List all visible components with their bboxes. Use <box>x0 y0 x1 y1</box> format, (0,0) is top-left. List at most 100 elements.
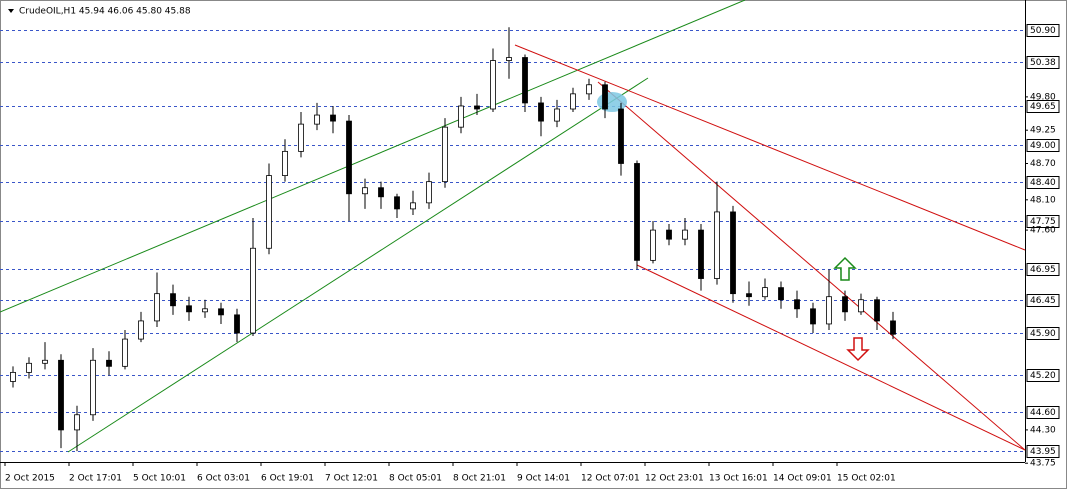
candle-body <box>234 314 240 334</box>
candle-body <box>154 293 160 322</box>
x-tick-label: 13 Oct 16:01 <box>709 474 768 484</box>
menu-arrow <box>8 9 14 13</box>
candle-body <box>762 287 768 298</box>
candle-body <box>730 211 736 295</box>
level-box <box>1026 406 1060 419</box>
x-tick-label: 15 Oct 02:01 <box>837 474 896 484</box>
x-tick-label: 2 Oct 2015 <box>5 474 55 484</box>
x-tick-label: 14 Oct 09:01 <box>773 474 832 484</box>
candle-body <box>282 150 288 176</box>
candle-body <box>378 187 384 198</box>
candle-body <box>90 359 96 416</box>
y-tick-label: 45.90 <box>1030 329 1056 339</box>
candle-body <box>298 123 304 152</box>
y-tick-label: 50.38 <box>1030 58 1056 68</box>
candle-body <box>650 229 656 261</box>
candle-body <box>570 93 576 110</box>
y-tick-label: 50.90 <box>1030 26 1056 36</box>
candle-body <box>410 202 416 210</box>
candle-body <box>346 120 352 195</box>
candle-body <box>10 371 16 382</box>
candle-body <box>746 293 752 298</box>
candle-body <box>426 181 432 204</box>
level-box <box>1026 263 1060 276</box>
candle-body <box>666 229 672 240</box>
candle-body <box>586 84 592 95</box>
candle-body <box>74 414 80 431</box>
candle-body <box>618 108 624 164</box>
y-tick-label: 49.65 <box>1030 102 1056 112</box>
candle-body <box>506 57 512 61</box>
candle-body <box>250 247 256 334</box>
y-tick-label: 43.95 <box>1030 447 1056 457</box>
candle-body <box>698 229 704 279</box>
y-tick-label: 44.60 <box>1030 408 1056 418</box>
candle-body <box>554 108 560 122</box>
arrow-up <box>833 256 857 281</box>
candle-body <box>394 196 400 210</box>
y-tick-label: 44.30 <box>1030 425 1056 435</box>
level-box <box>1026 139 1060 152</box>
y-tick-label: 43.75 <box>1030 459 1056 469</box>
candle-body <box>602 84 608 110</box>
y-tick-label: 48.10 <box>1030 195 1056 205</box>
level-box <box>1026 294 1060 307</box>
candle-body <box>810 308 816 325</box>
candle-body <box>218 308 224 316</box>
candle-body <box>490 60 496 110</box>
candle-body <box>202 308 208 313</box>
level-box <box>1026 215 1060 228</box>
x-tick-label: 12 Oct 23:01 <box>645 474 704 484</box>
y-tick-label: 47.60 <box>1030 226 1056 236</box>
candle-body <box>314 114 320 125</box>
level-box <box>1026 369 1060 382</box>
candle-body <box>266 175 272 249</box>
candle-body <box>794 299 800 310</box>
level-box <box>1026 445 1060 458</box>
candles <box>10 27 896 452</box>
y-tick-label: 47.75 <box>1030 217 1056 227</box>
x-tick-label: 8 Oct 21:01 <box>453 474 506 484</box>
candle-body <box>362 187 368 195</box>
candle-body <box>842 296 848 313</box>
candle-body <box>42 359 48 364</box>
candle-body <box>170 293 176 307</box>
channel-upper <box>0 0 746 313</box>
y-tick-label: 49.00 <box>1030 141 1056 151</box>
trend-line <box>636 264 1026 451</box>
candle-body <box>522 57 528 104</box>
x-tick-label: 6 Oct 03:01 <box>197 474 250 484</box>
y-tick-label: 49.25 <box>1030 126 1056 136</box>
x-tick-label: 6 Oct 19:01 <box>261 474 314 484</box>
trend-line <box>514 44 1026 251</box>
candle-body <box>634 163 640 261</box>
level-box <box>1026 24 1060 37</box>
x-tick-label: 5 Oct 10:01 <box>133 474 186 484</box>
x-tick-label: 8 Oct 05:01 <box>389 474 442 484</box>
level-box <box>1026 56 1060 69</box>
y-tick-label: 48.70 <box>1030 159 1056 169</box>
x-tick-label: 12 Oct 07:01 <box>581 474 640 484</box>
y-tick-label: 45.20 <box>1030 371 1056 381</box>
candle-body <box>138 320 144 340</box>
x-tick-label: 2 Oct 17:01 <box>69 474 122 484</box>
y-tick-label: 49.80 <box>1030 92 1056 102</box>
candle-body <box>682 229 688 240</box>
candle-body <box>890 320 896 335</box>
candle-body <box>778 287 784 301</box>
candle-body <box>714 211 720 279</box>
candle-body <box>538 102 544 122</box>
x-tick-label: 9 Oct 14:01 <box>517 474 570 484</box>
candle-body <box>874 299 880 322</box>
level-box <box>1026 327 1060 340</box>
candle-body <box>826 296 832 325</box>
level-box <box>1026 176 1060 189</box>
channel-lower <box>67 77 649 453</box>
arrow-down <box>846 337 870 362</box>
candle-body <box>458 105 464 128</box>
candle-body <box>106 359 112 367</box>
candle-body <box>858 299 864 313</box>
candle-body <box>330 114 336 122</box>
